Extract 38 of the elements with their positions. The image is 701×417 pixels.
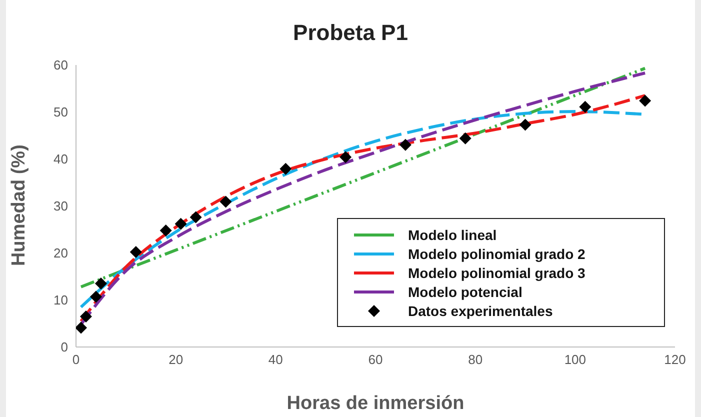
x-tick-label: 120 xyxy=(664,352,686,368)
y-tick-label: 20 xyxy=(54,246,68,261)
point xyxy=(280,162,292,175)
point xyxy=(340,151,352,164)
x-tick-label: 20 xyxy=(168,352,184,368)
point xyxy=(459,132,472,144)
y-tick-label: 60 xyxy=(54,58,68,73)
point xyxy=(190,211,202,224)
point xyxy=(579,100,592,113)
point xyxy=(519,118,532,131)
legend-label: Modelo lineal xyxy=(408,226,497,242)
x-tick-label: 40 xyxy=(268,352,283,368)
x-tick-label: 100 xyxy=(564,352,586,368)
legend-label: Datos experimentales xyxy=(408,302,553,318)
legend-label: Modelo polinomial grado 2 xyxy=(408,246,586,262)
y-tick-label: 0 xyxy=(60,340,68,355)
point xyxy=(160,224,172,236)
y-tick-label: 30 xyxy=(54,198,68,214)
point xyxy=(90,290,102,303)
y-tick-label: 50 xyxy=(54,104,68,120)
y-axis-title: Humedad (%) xyxy=(8,144,30,266)
point xyxy=(76,322,87,334)
x-tick-label: 0 xyxy=(72,352,80,368)
y-tick-label: 40 xyxy=(54,152,68,167)
y-tick-label: 10 xyxy=(54,292,68,308)
x-tick-label: 60 xyxy=(368,352,383,368)
x-axis-title: Horas de inmersión xyxy=(286,393,464,414)
chart-title: Probeta P1 xyxy=(292,20,409,46)
x-tick-label: 80 xyxy=(468,352,483,368)
legend-label: Modelo polinomial grado 3 xyxy=(408,264,586,280)
point xyxy=(220,196,232,208)
point xyxy=(639,94,652,107)
point xyxy=(94,278,107,290)
point xyxy=(80,310,92,322)
legend-label: Modelo potencial xyxy=(408,284,522,300)
point xyxy=(130,246,142,258)
point xyxy=(399,138,412,151)
point xyxy=(174,218,187,230)
